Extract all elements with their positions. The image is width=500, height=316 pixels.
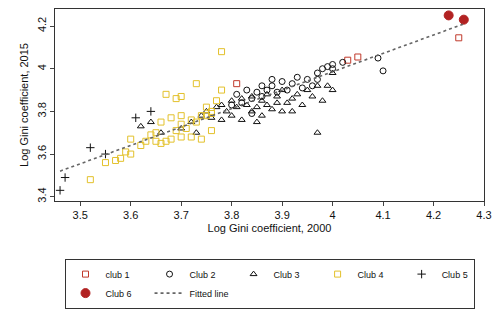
svg-text:Fitted line: Fitted line [190,289,229,299]
svg-text:3.6: 3.6 [36,145,48,160]
svg-text:Club 4: Club 4 [358,270,384,280]
svg-text:3.6: 3.6 [123,209,138,221]
svg-text:3.9: 3.9 [274,209,289,221]
svg-text:4.1: 4.1 [375,209,390,221]
svg-text:4.2: 4.2 [426,209,441,221]
svg-text:3.5: 3.5 [73,209,88,221]
svg-text:3.8: 3.8 [36,102,48,117]
svg-text:4: 4 [36,64,48,70]
svg-text:4.3: 4.3 [476,209,491,221]
svg-text:club 1: club 1 [106,270,130,280]
svg-text:4: 4 [330,209,336,221]
svg-text:Club 5: Club 5 [442,270,468,280]
svg-text:3.8: 3.8 [224,209,239,221]
svg-text:3.7: 3.7 [174,209,189,221]
svg-text:Log Gini coefficient, 2000: Log Gini coefficient, 2000 [208,222,332,234]
svg-text:3.4: 3.4 [36,187,48,202]
svg-text:Club 2: Club 2 [190,270,216,280]
svg-text:Club 6: Club 6 [106,289,132,299]
svg-text:Log Gini coefficient, 2015: Log Gini coefficient, 2015 [18,43,30,167]
svg-text:Club 3: Club 3 [274,270,300,280]
svg-text:4.2: 4.2 [36,17,48,32]
